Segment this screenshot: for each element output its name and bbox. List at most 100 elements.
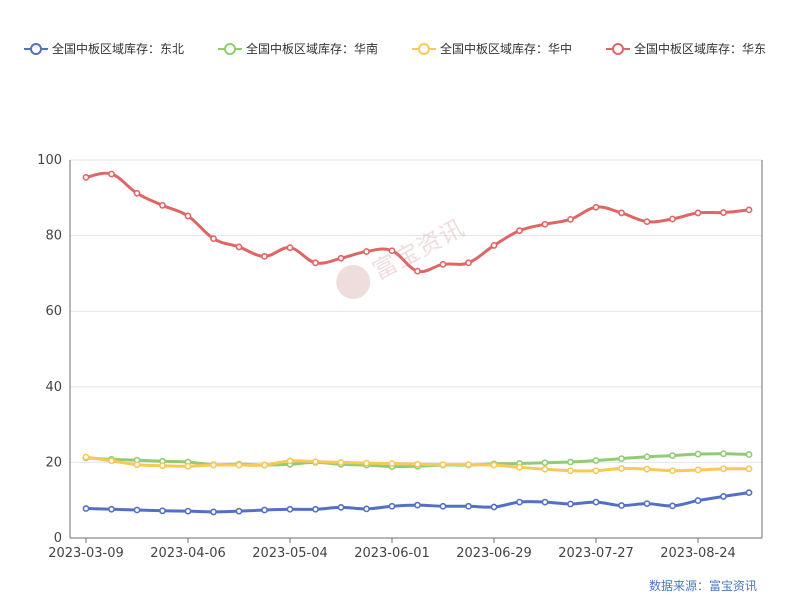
data-point [669,452,676,459]
data-point [184,507,192,515]
data-point [312,259,319,267]
data-point [439,502,447,510]
legend-marker-icon [218,42,242,56]
legend-label: 全国中板区域库存：华南 [246,42,379,56]
y-tick-label: 100 [37,153,62,168]
data-point [592,203,600,211]
data-point [745,206,753,214]
data-point [745,465,753,473]
y-tick-label: 60 [45,304,62,319]
data-point [414,501,421,509]
data-point [414,267,421,275]
data-point [490,461,498,469]
data-point [669,467,676,475]
data-point [694,466,702,474]
legend-item-huanan[interactable]: 全国中板区域库存：华南 [218,40,378,57]
data-point [286,505,294,513]
data-point [210,461,217,469]
data-point [643,453,651,461]
data-point [286,457,294,465]
data-point [414,460,421,468]
data-point [337,503,345,511]
data-point [312,458,319,466]
data-point [516,463,523,471]
data-point [388,460,396,467]
data-point [694,450,702,458]
data-point [465,259,472,267]
data-point [108,505,115,513]
data-point [643,500,651,508]
legend-marker-icon [412,42,436,56]
data-point [592,498,600,506]
data-point [541,220,549,228]
legend-item-dongbei[interactable]: 全国中板区域库存：东北 [24,40,184,57]
data-point [618,209,625,217]
data-point [465,502,472,510]
x-tick-label: 2023-04-06 [150,546,226,561]
data-point [490,503,498,511]
data-point [82,505,90,512]
data-point [567,500,574,508]
data-point [669,215,676,223]
data-point [235,243,243,251]
data-point [720,209,727,216]
data-point [184,462,192,470]
data-point [643,218,651,226]
data-point [388,502,396,510]
data-point [541,465,549,473]
data-point [210,508,217,516]
data-point [235,507,243,515]
data-point [82,453,90,461]
x-tick-label: 2023-06-29 [456,546,532,561]
x-tick-label: 2023-07-27 [558,546,634,561]
data-point [490,242,498,249]
data-point [261,252,268,260]
data-point [159,462,166,470]
data-point [669,502,676,510]
data-point [363,459,370,467]
data-point [184,212,192,220]
data-point [592,467,600,475]
legend-label: 全国中板区域库存：华中 [440,42,573,56]
y-tick-label: 20 [45,455,62,470]
y-tick-label: 40 [45,380,62,395]
data-point [108,457,115,465]
data-point [439,461,447,469]
data-point [261,506,268,514]
data-point [567,458,574,466]
legend-item-huazhong[interactable]: 全国中板区域库存：华中 [412,40,572,57]
data-point [363,505,370,513]
legend-label: 全国中板区域库存：华东 [634,42,767,56]
y-tick-label: 0 [54,531,62,546]
data-point [618,502,625,509]
data-point [541,498,549,506]
data-point [363,248,370,255]
source-label: 数据来源：富宝资讯 [648,579,757,593]
data-point [159,507,166,515]
x-tick-label: 2023-05-04 [252,546,328,561]
x-tick-label: 2023-03-09 [48,546,124,561]
data-point [618,465,625,472]
data-point [720,465,727,473]
data-point [133,506,141,514]
data-point [516,227,523,235]
data-point [82,173,90,181]
data-point [133,461,141,469]
data-point [312,505,319,513]
data-point [261,461,268,469]
data-point [694,497,702,504]
data-point [286,244,294,252]
legend-marker-icon [24,42,48,56]
data-point [541,459,549,467]
data-point [720,493,727,500]
legend: 全国中板区域库存：东北 全国中板区域库存：华南 全国中板区域库存：华中 全国中板… [0,40,811,62]
legend-item-huadong[interactable]: 全国中板区域库存：华东 [606,40,766,57]
data-point [235,461,243,469]
legend-label: 全国中板区域库存：东北 [52,42,185,56]
data-point [567,467,574,475]
data-point [592,457,600,464]
data-point [133,189,141,197]
x-tick-label: 2023-08-24 [660,546,736,561]
data-point [643,465,651,473]
